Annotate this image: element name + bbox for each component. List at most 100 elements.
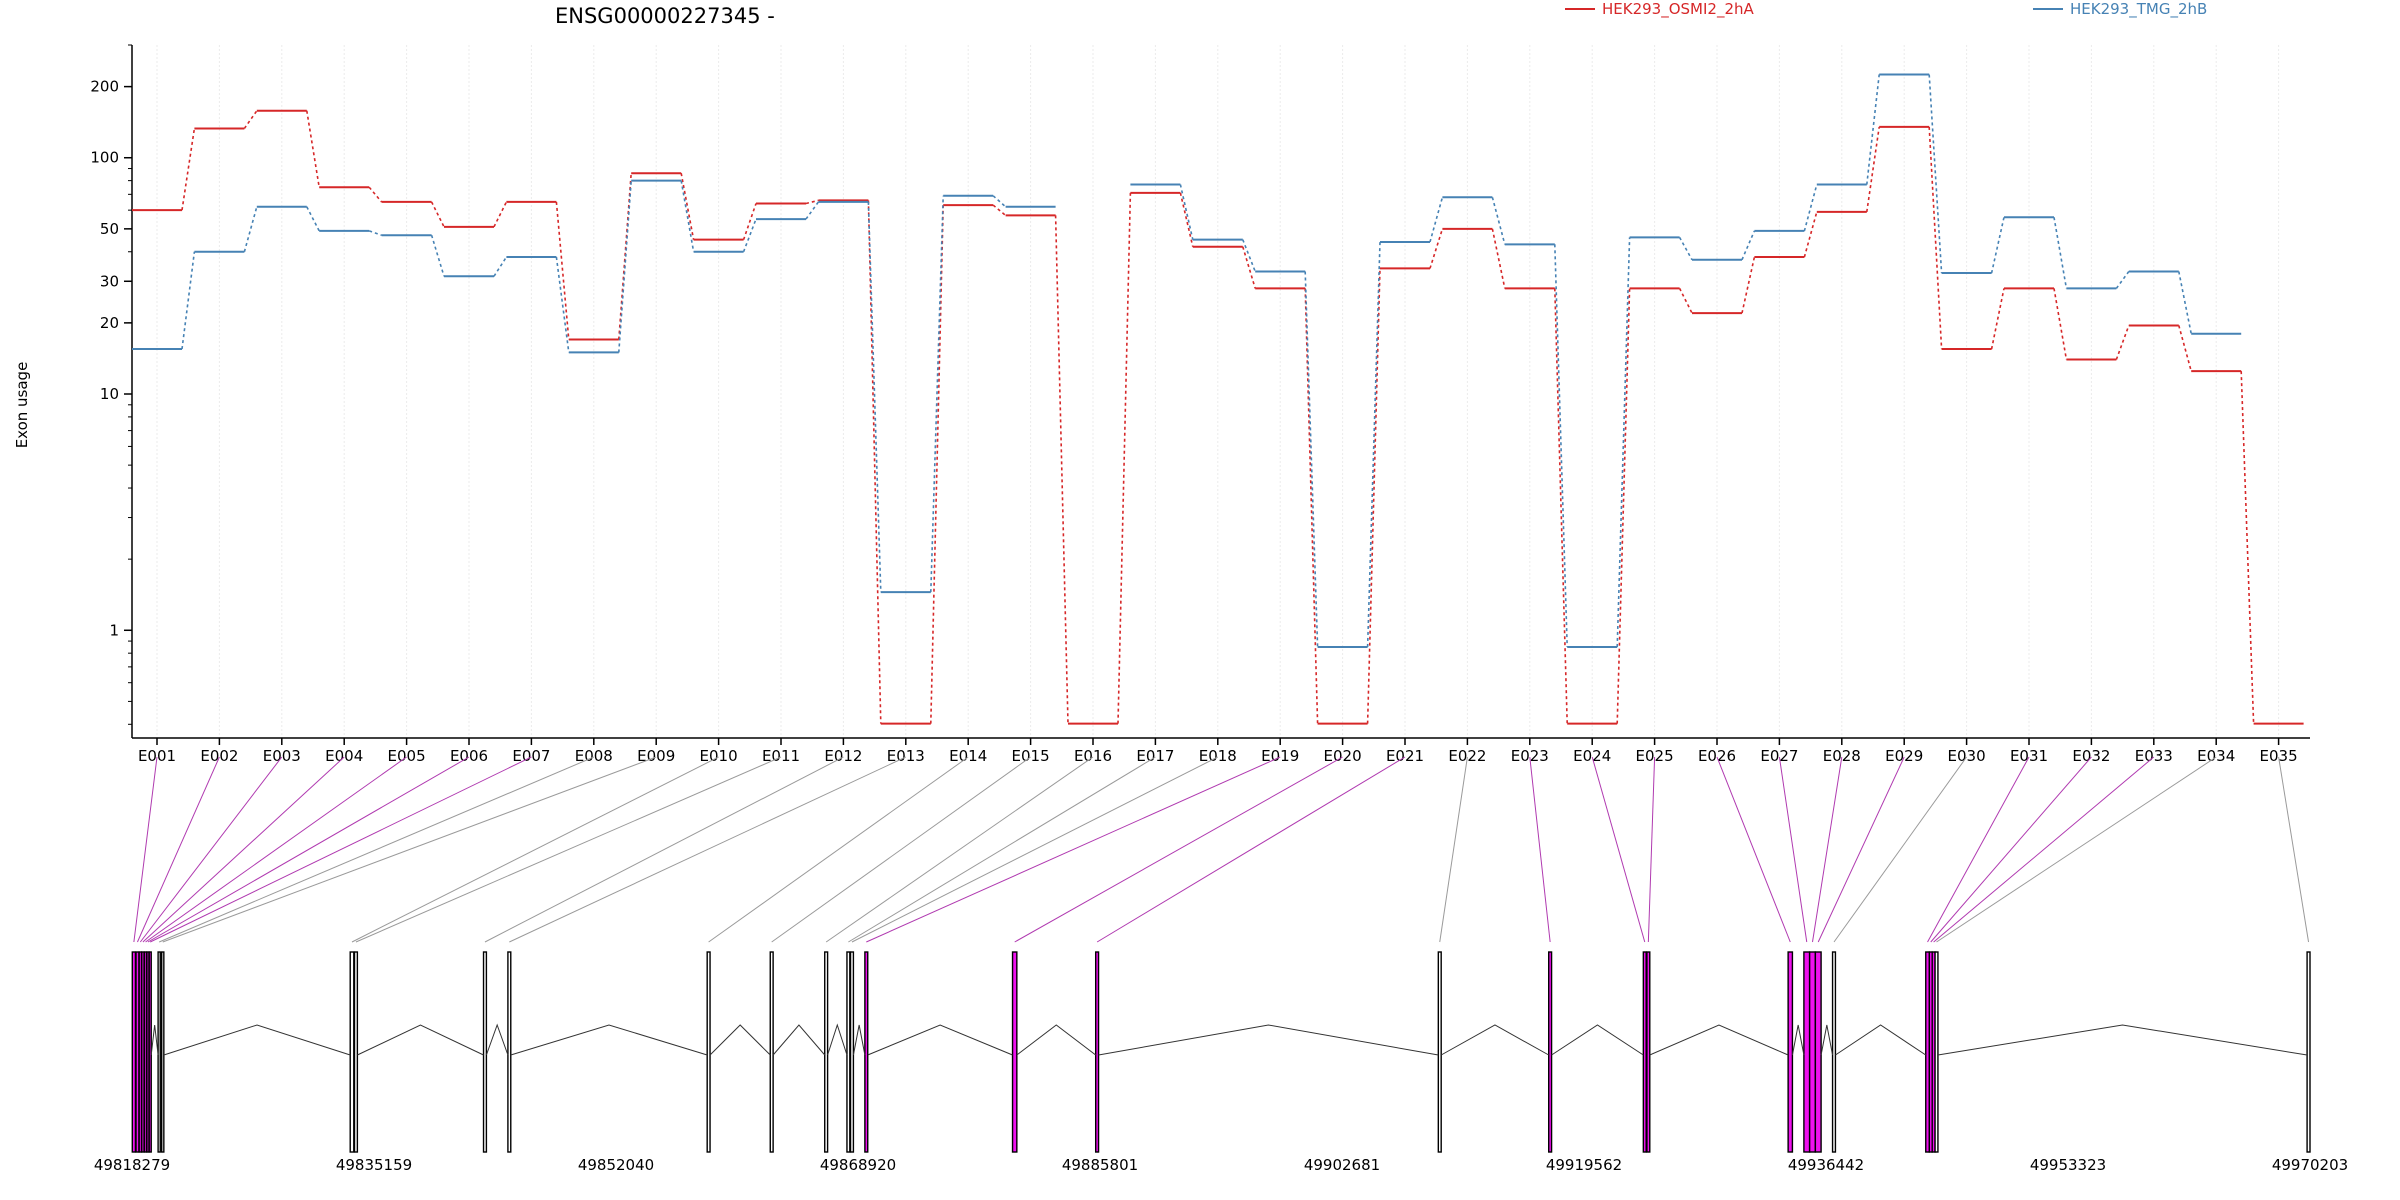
exon-connector: [848, 756, 1156, 943]
series-connector: [1741, 256, 1756, 314]
series-connector: [1366, 268, 1381, 724]
exon-box: [131, 951, 137, 1153]
genomic-tick-label: 49885801: [1062, 1156, 1138, 1174]
series-connector: [2053, 217, 2068, 289]
exon-box: [1803, 951, 1811, 1153]
series-connector: [930, 205, 944, 724]
y-tick-label: 30: [100, 272, 119, 290]
exon-box: [353, 951, 359, 1153]
series-connector: [1990, 217, 2005, 274]
x-tick-label: E001: [138, 747, 176, 765]
genomic-tick-label: 49902681: [1304, 1156, 1380, 1174]
series-connector: [1179, 184, 1194, 240]
genomic-tick-label: 49970203: [2272, 1156, 2348, 1174]
series-connector: [181, 251, 196, 350]
exon-connector: [1014, 756, 1343, 943]
exon-box: [482, 951, 488, 1153]
x-tick-label: E008: [575, 747, 613, 765]
exon-connector: [866, 756, 1281, 943]
x-tick-label: E011: [762, 747, 800, 765]
series-connector: [1491, 197, 1506, 245]
exon-box: [864, 951, 869, 1153]
x-tick-label: E016: [1074, 747, 1112, 765]
series-connector: [1678, 237, 1693, 261]
series-connector: [1990, 288, 2005, 350]
series-connector: [555, 201, 570, 340]
exon-connector: [509, 756, 907, 943]
series-connector: [2240, 371, 2255, 724]
genomic-tick-label: 49953323: [2030, 1156, 2106, 1174]
series-connector: [306, 206, 320, 232]
series-connector: [1242, 246, 1256, 289]
x-tick-label: E022: [1448, 747, 1486, 765]
intron-line: [357, 1024, 484, 1056]
chart-title: ENSG00000227345 -: [555, 4, 775, 28]
exon-connector: [1930, 756, 2092, 943]
series-connector: [680, 173, 695, 240]
intron-line: [1098, 1024, 1439, 1056]
x-tick-label: E005: [388, 747, 426, 765]
series-1: [132, 73, 2242, 648]
intron-line: [163, 1024, 351, 1056]
plot-area: 1 10 20 30 50 100 200 E001 E002 E003 E004 E005 E006 E…: [90, 8, 2310, 765]
exon-connector: [355, 756, 782, 943]
series-connector: [1928, 126, 1943, 350]
x-tick-label: E017: [1136, 747, 1174, 765]
exon-box: [160, 951, 165, 1153]
exon-connector: [1716, 756, 1791, 943]
exon-box: [135, 951, 140, 1153]
series-connector: [1304, 271, 1319, 647]
exon-connector: [150, 756, 532, 943]
x-tick-label: E002: [200, 747, 238, 765]
series-connector: [243, 206, 258, 252]
exon-box: [1437, 951, 1442, 1153]
x-tick-label: E025: [1636, 747, 1674, 765]
exon-box: [349, 951, 355, 1153]
x-tick-label: E024: [1573, 747, 1611, 765]
x-tick-label: E012: [824, 747, 862, 765]
exon-connector: [484, 756, 844, 943]
exon-box: [1808, 951, 1817, 1153]
exon-connector: [1936, 756, 2217, 943]
series-connector: [1429, 197, 1444, 243]
exon-connector: [158, 756, 594, 943]
series-connector: [992, 204, 1007, 217]
series-connector: [368, 186, 383, 203]
exon-box: [1548, 951, 1553, 1153]
exon-box: [1934, 951, 1939, 1153]
exon-connector: [1817, 756, 1905, 943]
exon-box: [1642, 951, 1647, 1153]
exon-box: [1646, 951, 1651, 1153]
x-tick-label: E006: [450, 747, 488, 765]
gene-model-track: 49818279 49835159 49852040 49868920 49885801…: [94, 951, 2348, 1174]
genomic-tick-label: 49852040: [578, 1156, 654, 1174]
series-connector: [306, 110, 320, 188]
y-tick-label: 200: [90, 78, 119, 96]
series-connector: [742, 218, 757, 253]
series-connector: [742, 203, 757, 240]
series-connector: [1366, 241, 1381, 647]
series-connector: [1616, 237, 1631, 647]
legend-entry-osmi2: HEK293_OSMI2_2hA: [1602, 0, 1755, 19]
intron-line: [1820, 1024, 1834, 1056]
series-connector: [493, 201, 508, 228]
genomic-tick-label: 49868920: [820, 1156, 896, 1174]
exon-connector: [771, 756, 1031, 943]
exon-connector: [851, 756, 1219, 943]
exon-connector: [708, 756, 969, 943]
series-connector: [805, 201, 820, 220]
series-connector: [1741, 230, 1756, 261]
series-connector: [1554, 244, 1568, 647]
exon-connector: [139, 756, 283, 943]
x-tick-label: E035: [2260, 747, 2298, 765]
series-connector: [493, 256, 508, 277]
x-tick-label: E020: [1324, 747, 1362, 765]
series-connector: [181, 128, 196, 211]
exon-connector: [145, 756, 407, 943]
x-tick-label: E029: [1885, 747, 1923, 765]
x-tick-label: E015: [1012, 747, 1050, 765]
exon-box: [769, 951, 774, 1153]
x-tick-label: E018: [1199, 747, 1237, 765]
genomic-tick-label: 49936442: [1788, 1156, 1864, 1174]
series-connector: [368, 230, 382, 236]
